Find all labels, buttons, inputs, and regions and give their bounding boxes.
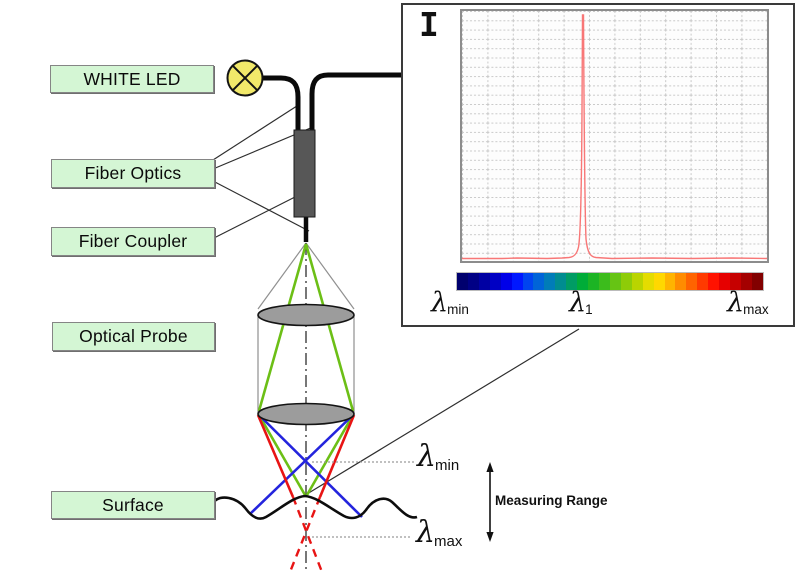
pointer-lines (212, 103, 580, 495)
lambda-symbol: λ (416, 515, 436, 550)
surface-label: Surface (102, 494, 164, 515)
colorbar-segment (500, 273, 512, 290)
colorbar-segment (708, 273, 720, 290)
optical-probe-label: Optical Probe (79, 326, 188, 346)
green-rays (257, 243, 355, 496)
plot-grid (462, 11, 767, 261)
measuring-range-arrow (486, 462, 494, 542)
lambda-symbol: λ (569, 287, 587, 318)
cone-left (257, 242, 307, 310)
colorbar-segment (467, 273, 479, 290)
red-ray-left-solid (256, 414, 295, 498)
fiber-coupler-pointer (213, 196, 296, 239)
label-box-surface: Surface (51, 491, 215, 519)
colorbar-segment (653, 273, 665, 290)
lambda-min-annotation: λmin (417, 439, 460, 475)
colorbar-segment (609, 273, 621, 290)
colorbar-segment (566, 273, 578, 290)
colorbar-label-lambda-max: λmax (727, 287, 769, 318)
fiber-coupler-label: Fiber Coupler (78, 231, 188, 251)
colorbar-segment (511, 273, 523, 290)
red-rays (256, 414, 356, 573)
colorbar-segment (697, 273, 709, 290)
colorbar-segment (740, 273, 752, 290)
red-ray-right-solid (318, 414, 356, 498)
cone-right (305, 242, 355, 310)
colorbar-segment (751, 273, 763, 290)
colorbar-segment (675, 273, 687, 290)
fiber-optics-pointer-1 (212, 103, 301, 161)
lens-upper (257, 303, 355, 327)
green-ray-left-upper (257, 243, 308, 412)
colorbar-segment (478, 273, 490, 290)
red-ray-right-dashed (288, 496, 322, 573)
lambda-max-subscript: max (434, 533, 463, 550)
surface-wave (212, 494, 418, 520)
lambda-symbol: λ (417, 439, 437, 474)
colorbar-segment (533, 273, 545, 290)
colorbar-segment (631, 273, 643, 290)
measuring-range-label: Measuring Range (495, 493, 608, 508)
fiber-to-spectrometer (309, 72, 401, 131)
colorbar-segment (598, 273, 610, 290)
white-led-label: WHITE LED (83, 68, 181, 89)
blue-ray-right (249, 414, 354, 515)
colorbar-segment (489, 273, 501, 290)
colorbar-label-lambda-1: λ1 (569, 287, 593, 318)
lenses (257, 303, 355, 426)
red-ray-left-dashed (291, 496, 324, 573)
spectrum-inset: I λmin λ1 λmax (401, 3, 795, 327)
fiber-optics-lines (263, 72, 401, 242)
colorbar-segment (555, 273, 567, 290)
label-box-fiber-optics: Fiber Optics (51, 159, 215, 188)
intensity-axis-label: I (419, 5, 439, 44)
green-ray-left-lower (257, 414, 307, 496)
colorbar-segment (730, 273, 741, 290)
spectrum-plot (460, 9, 769, 263)
colorbar-segment (457, 273, 468, 290)
arrow-head-up (486, 462, 494, 472)
label-box-fiber-coupler: Fiber Coupler (51, 227, 215, 256)
fiber-optics-pointer-3 (212, 180, 310, 232)
white-led-symbol (226, 59, 264, 97)
fiber-optics-label: Fiber Optics (84, 163, 182, 183)
green-ray-right-lower (305, 414, 355, 496)
colorbar-label-lambda-min: λmin (431, 287, 469, 318)
blue-rays (249, 414, 363, 518)
lambda1-to-focus-pointer (306, 328, 580, 495)
lens-lower (257, 402, 355, 426)
colorbar-segment (522, 273, 534, 290)
probe-housing (257, 242, 355, 414)
colorbar-segment (577, 273, 589, 290)
green-ray-right-upper (304, 243, 355, 412)
led-cross-2 (231, 64, 259, 92)
lambda-symbol: λ (431, 287, 449, 318)
lambda-symbol: λ (727, 287, 745, 318)
lambda-min-subscript: min (435, 457, 460, 474)
colorbar (456, 272, 764, 291)
label-box-white-led: WHITE LED (50, 65, 214, 93)
colorbar-segment (686, 273, 698, 290)
colorbar-segment (620, 273, 632, 290)
colorbar-segment (544, 273, 556, 290)
lambda-max-annotation: λmax (416, 515, 463, 551)
spectrum-curve (462, 14, 767, 260)
colorbar-segment (664, 273, 676, 290)
label-box-optical-probe: Optical Probe (52, 322, 215, 351)
colorbar-segment (588, 273, 599, 290)
colorbar-segment (719, 273, 731, 290)
arrow-head-down (486, 532, 494, 542)
blue-ray-left (258, 414, 363, 518)
fiber-coupler-body (293, 129, 316, 218)
colorbar-segment (642, 273, 654, 290)
fiber-from-led (263, 75, 301, 131)
